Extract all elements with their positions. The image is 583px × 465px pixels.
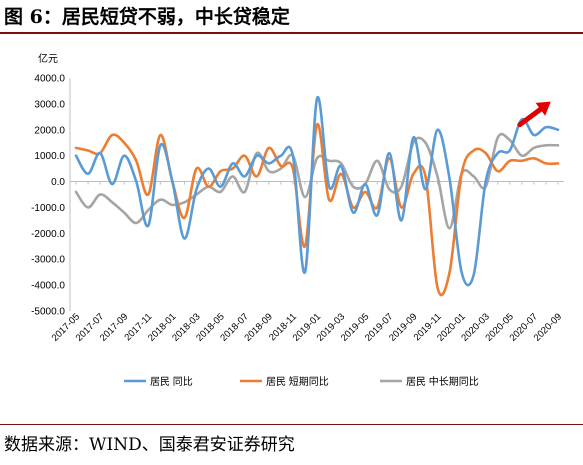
trend-arrow-annotation — [517, 101, 551, 128]
y-axis-unit-label: 亿元 — [38, 52, 58, 65]
y-tick-label: -1000.0 — [31, 203, 65, 214]
figure-title: 图 6：居民短贷不弱，中长贷稳定 — [4, 6, 290, 28]
y-tick-label: -2000.0 — [31, 229, 65, 240]
y-tick-label: -3000.0 — [31, 255, 65, 266]
y-tick-label: -5000.0 — [31, 307, 65, 318]
series-line-1 — [74, 123, 560, 297]
source-note: 数据来源：WIND、国泰君安证券研究 — [4, 435, 295, 455]
source-rule — [0, 424, 583, 425]
legend-label-0: 居民 同比 — [150, 376, 193, 388]
axes: -5000.0 -4000.0 -3000.0 -2000.0 -1000.0 0.0 10… — [31, 74, 564, 344]
y-tick-label: 4000.0 — [34, 74, 65, 85]
series-line-0 — [74, 95, 560, 287]
y-tick-label: 1000.0 — [34, 151, 65, 162]
y-tick-label: 0.0 — [51, 177, 65, 188]
title-rule — [0, 32, 583, 34]
trend-arrow-head — [535, 101, 551, 116]
series-line-2 — [74, 132, 560, 230]
y-tick-label: 3000.0 — [34, 99, 65, 110]
line-chart: 亿元 -5000.0 -4000.0 -3000.0 -2000.0 -1000.0 0.… — [31, 52, 564, 388]
legend-label-2: 居民 中长期同比 — [406, 375, 479, 388]
series-lines — [74, 95, 560, 297]
y-tick-label: 2000.0 — [34, 125, 65, 136]
legend: 居民 同比 居民 短期同比 居民 中长期同比 — [124, 375, 479, 388]
legend-label-1: 居民 短期同比 — [266, 375, 329, 388]
y-tick-label: -4000.0 — [31, 281, 65, 292]
